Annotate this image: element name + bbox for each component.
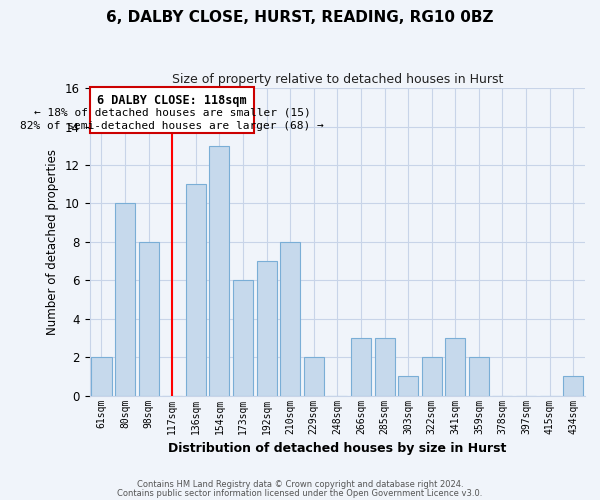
Bar <box>469 357 489 396</box>
Bar <box>233 280 253 396</box>
Bar <box>91 357 112 396</box>
Bar <box>115 204 135 396</box>
Bar <box>398 376 418 396</box>
Text: 82% of semi-detached houses are larger (68) →: 82% of semi-detached houses are larger (… <box>20 120 324 130</box>
Text: Contains public sector information licensed under the Open Government Licence v3: Contains public sector information licen… <box>118 488 482 498</box>
Bar <box>257 261 277 396</box>
Text: 6 DALBY CLOSE: 118sqm: 6 DALBY CLOSE: 118sqm <box>97 94 247 108</box>
Bar <box>139 242 158 396</box>
Bar <box>374 338 395 396</box>
Bar <box>445 338 466 396</box>
Text: 6, DALBY CLOSE, HURST, READING, RG10 0BZ: 6, DALBY CLOSE, HURST, READING, RG10 0BZ <box>106 10 494 25</box>
Bar <box>304 357 324 396</box>
Text: ← 18% of detached houses are smaller (15): ← 18% of detached houses are smaller (15… <box>34 108 310 118</box>
Title: Size of property relative to detached houses in Hurst: Size of property relative to detached ho… <box>172 72 503 86</box>
FancyBboxPatch shape <box>90 87 254 133</box>
Bar <box>186 184 206 396</box>
Y-axis label: Number of detached properties: Number of detached properties <box>46 149 59 335</box>
Bar <box>563 376 583 396</box>
Text: Contains HM Land Registry data © Crown copyright and database right 2024.: Contains HM Land Registry data © Crown c… <box>137 480 463 489</box>
Bar <box>280 242 300 396</box>
Bar <box>422 357 442 396</box>
Bar <box>351 338 371 396</box>
Bar <box>209 146 229 396</box>
X-axis label: Distribution of detached houses by size in Hurst: Distribution of detached houses by size … <box>168 442 506 455</box>
